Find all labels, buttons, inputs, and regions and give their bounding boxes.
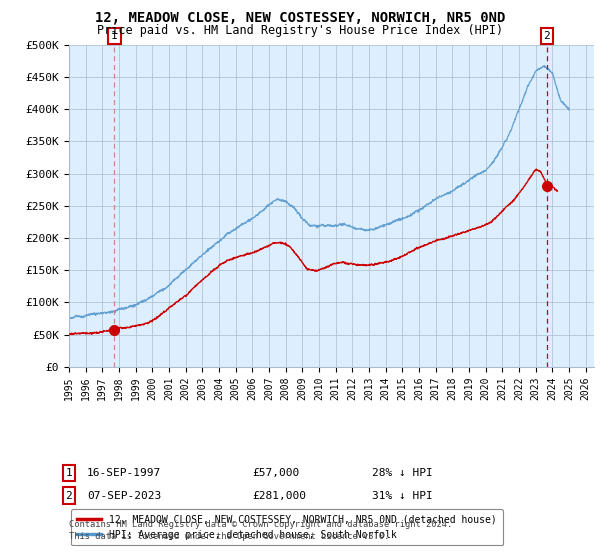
Text: 1: 1: [111, 31, 118, 41]
Text: 07-SEP-2023: 07-SEP-2023: [87, 491, 161, 501]
Text: £281,000: £281,000: [252, 491, 306, 501]
Text: 2: 2: [544, 31, 550, 41]
Text: Price paid vs. HM Land Registry's House Price Index (HPI): Price paid vs. HM Land Registry's House …: [97, 24, 503, 37]
Text: 12, MEADOW CLOSE, NEW COSTESSEY, NORWICH, NR5 0ND: 12, MEADOW CLOSE, NEW COSTESSEY, NORWICH…: [95, 11, 505, 25]
Text: 28% ↓ HPI: 28% ↓ HPI: [372, 468, 433, 478]
Text: 16-SEP-1997: 16-SEP-1997: [87, 468, 161, 478]
Text: £57,000: £57,000: [252, 468, 299, 478]
Text: 31% ↓ HPI: 31% ↓ HPI: [372, 491, 433, 501]
Legend: 12, MEADOW CLOSE, NEW COSTESSEY, NORWICH, NR5 0ND (detached house), HPI: Average: 12, MEADOW CLOSE, NEW COSTESSEY, NORWICH…: [71, 509, 503, 545]
Text: 1: 1: [65, 468, 73, 478]
Text: Contains HM Land Registry data © Crown copyright and database right 2024.: Contains HM Land Registry data © Crown c…: [69, 520, 452, 529]
Text: 2: 2: [65, 491, 73, 501]
Text: This data is licensed under the Open Government Licence v3.0.: This data is licensed under the Open Gov…: [69, 532, 389, 541]
